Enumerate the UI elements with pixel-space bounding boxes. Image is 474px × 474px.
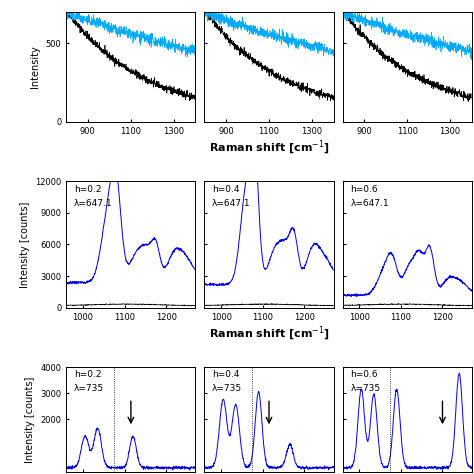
Y-axis label: Intensity [counts]: Intensity [counts] <box>25 376 35 463</box>
Text: λ=647.1: λ=647.1 <box>212 199 251 208</box>
Y-axis label: Intensity: Intensity <box>30 46 40 88</box>
X-axis label: Raman shift [cm$^{-1}$]: Raman shift [cm$^{-1}$] <box>209 325 329 343</box>
Text: h=0.2: h=0.2 <box>74 370 101 379</box>
Text: h=0.4: h=0.4 <box>212 185 240 194</box>
Text: λ=647.1: λ=647.1 <box>74 199 113 208</box>
Text: λ=735: λ=735 <box>350 384 381 393</box>
Text: λ=735: λ=735 <box>212 384 242 393</box>
X-axis label: Raman shift [cm$^{-1}$]: Raman shift [cm$^{-1}$] <box>209 138 329 157</box>
Text: h=0.6: h=0.6 <box>350 370 378 379</box>
Text: h=0.6: h=0.6 <box>350 185 378 194</box>
Y-axis label: Intensity [counts]: Intensity [counts] <box>20 201 30 288</box>
Text: λ=735: λ=735 <box>74 384 104 393</box>
Text: λ=647.1: λ=647.1 <box>350 199 389 208</box>
Text: h=0.4: h=0.4 <box>212 370 240 379</box>
Text: h=0.2: h=0.2 <box>74 185 101 194</box>
